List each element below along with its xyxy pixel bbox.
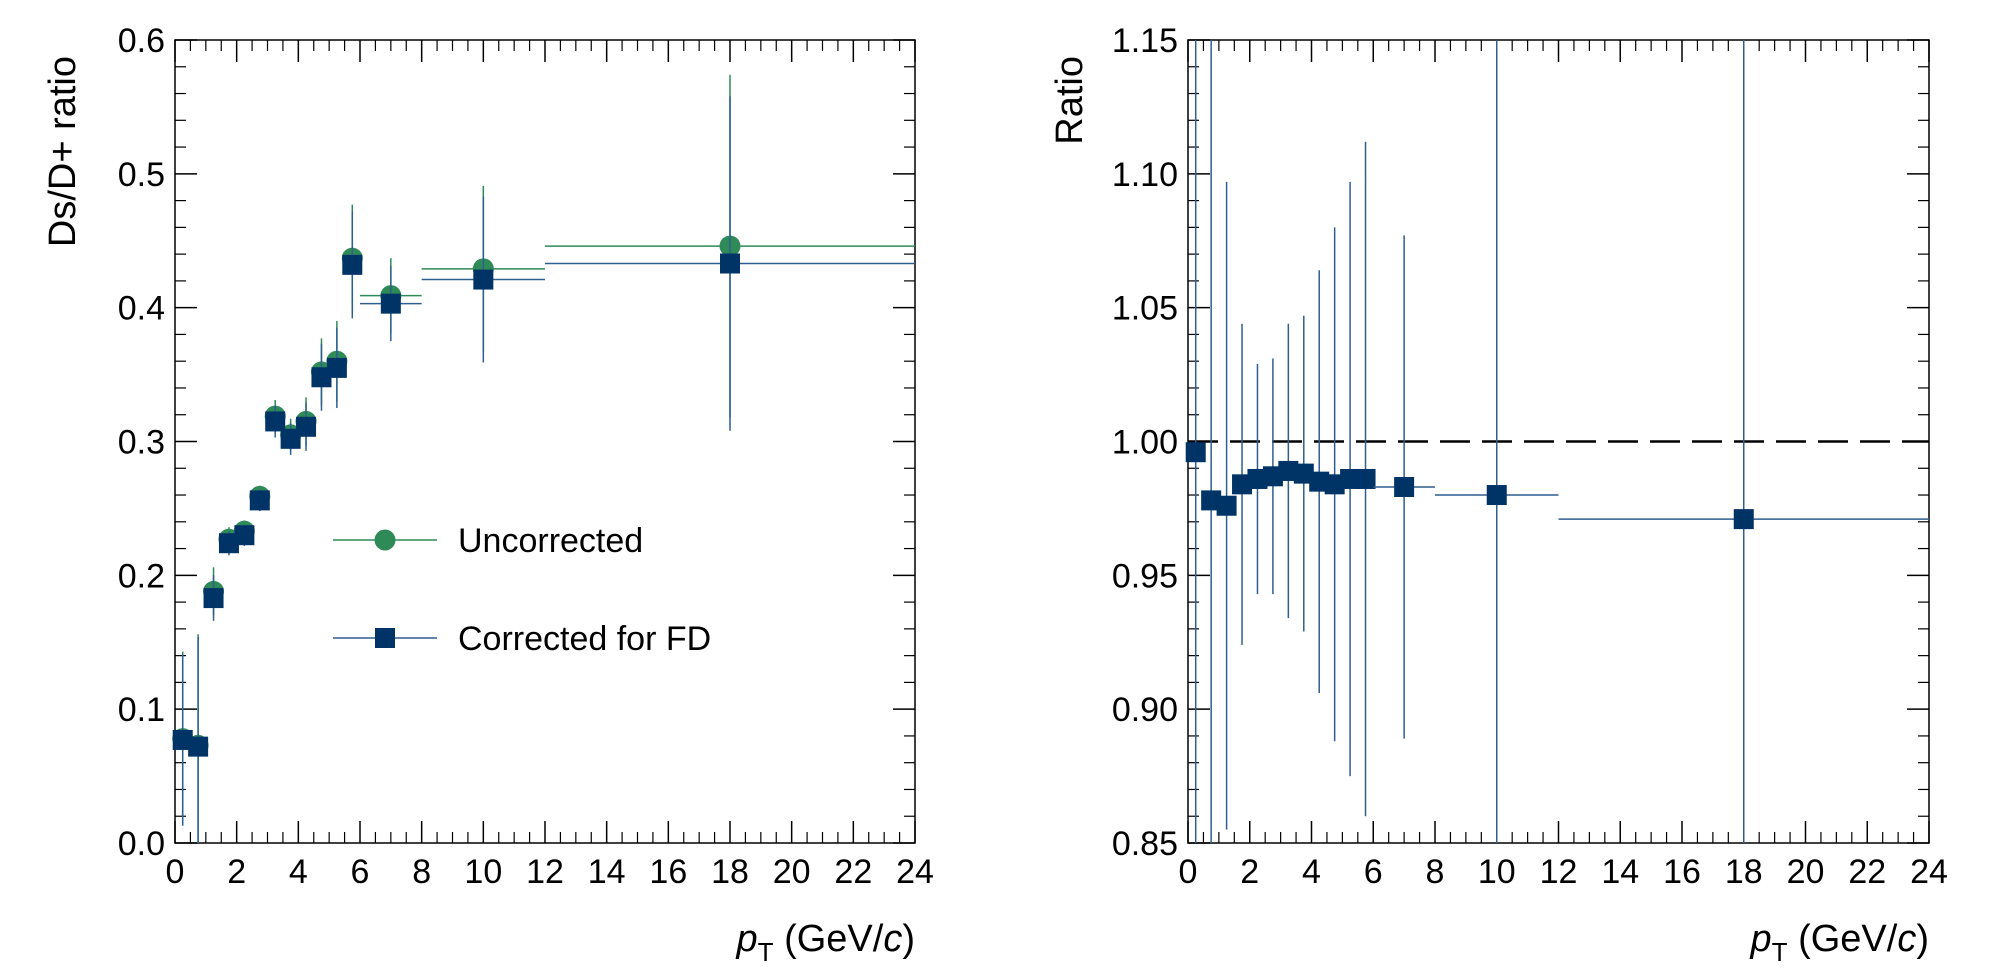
x-tick-label: 0	[1179, 853, 1198, 891]
corrected-for-fd-point	[326, 357, 347, 378]
corrected-for-fd-point	[188, 736, 209, 757]
y-tick-label: 0.4	[118, 290, 165, 328]
x-tick-label: 2	[1240, 853, 1259, 891]
left-x-axis-title: pT (GeV/c)	[736, 918, 916, 967]
left-panel: 0 2 4 6 8 10 12 14 16 18 20 22 240.00.10.20.30.40.50…	[42, 22, 934, 967]
ratio-point	[1278, 460, 1299, 481]
y-tick-label: 0.85	[1112, 825, 1178, 863]
x-tick-label: 8	[412, 853, 431, 891]
x-tick-label: 2	[227, 853, 246, 891]
ratio-point	[1309, 471, 1330, 492]
legend-corrected-label: Corrected for FD	[458, 620, 711, 658]
y-tick-label: 1.05	[1112, 290, 1178, 328]
ratio-point	[1185, 442, 1206, 463]
x-tick-label: 0	[166, 853, 185, 891]
x-tick-label: 22	[834, 853, 872, 891]
left-x-axis-unit-var: c	[883, 918, 902, 960]
corrected-for-fd-point	[473, 269, 494, 290]
right-x-axis-unit-close: )	[1916, 918, 1929, 960]
y-tick-label: 1.15	[1112, 22, 1178, 60]
right-x-axis-unit-var: c	[1897, 918, 1916, 960]
x-tick-label: 18	[711, 853, 749, 891]
x-tick-label: 10	[464, 853, 502, 891]
y-tick-label: 0.6	[118, 22, 165, 60]
right-x-axis-sub: T	[1772, 937, 1788, 967]
corrected-for-fd-point	[296, 416, 317, 437]
x-tick-label: 24	[1910, 853, 1948, 891]
legend-uncorrected-label: Uncorrected	[458, 522, 643, 560]
x-tick-label: 10	[1478, 853, 1516, 891]
ratio-point	[1394, 477, 1415, 498]
y-tick-label: 0.0	[118, 825, 165, 863]
x-tick-label: 14	[588, 853, 626, 891]
y-tick-label: 0.95	[1112, 557, 1178, 595]
x-tick-label: 4	[1302, 853, 1321, 891]
y-tick-label: 0.2	[118, 557, 165, 595]
right-x-axis-var: p	[1750, 918, 1772, 960]
ratio-point	[1262, 466, 1283, 487]
y-tick-label: 0.90	[1112, 691, 1178, 729]
y-tick-label: 0.3	[118, 424, 165, 462]
corrected-for-fd-point	[172, 729, 193, 750]
right-x-axis-unit-open: (GeV/	[1788, 918, 1898, 960]
ratio-point	[1733, 509, 1754, 530]
x-tick-label: 12	[526, 853, 564, 891]
y-tick-label: 1.00	[1112, 424, 1178, 462]
ratio-point	[1201, 490, 1222, 511]
right-axis-ticks: 0 2 4 6 8 10 12 14 16 18 20 22 240.850.900.951.001.0…	[1112, 22, 1948, 891]
ratio-point	[1247, 468, 1268, 489]
left-x-axis-var: p	[736, 918, 758, 960]
x-tick-label: 22	[1848, 853, 1886, 891]
corrected-for-fd-point	[342, 254, 363, 275]
y-tick-label: 0.5	[118, 156, 165, 194]
left-x-axis-unit-open: (GeV/	[774, 918, 884, 960]
corrected-for-fd-point	[218, 533, 239, 554]
corrected-for-fd-point	[249, 490, 270, 511]
x-tick-label: 24	[896, 853, 934, 891]
right-data-marks	[1185, 40, 1929, 843]
legend-corrected-marker	[375, 628, 395, 648]
y-tick-label: 1.10	[1112, 156, 1178, 194]
left-x-axis-unit-close: )	[902, 918, 915, 960]
corrected-for-fd-point	[311, 367, 332, 388]
x-tick-label: 20	[1787, 853, 1825, 891]
ratio-point	[1324, 474, 1345, 495]
corrected-for-fd-point	[234, 525, 255, 546]
x-tick-label: 14	[1601, 853, 1639, 891]
right-x-axis-title: pT (GeV/c)	[1750, 918, 1930, 967]
x-tick-label: 12	[1540, 853, 1578, 891]
ratio-point	[1216, 495, 1237, 516]
ratio-point	[1232, 474, 1253, 495]
legend-uncorrected-marker	[374, 529, 396, 551]
left-data-marks	[172, 74, 915, 843]
corrected-for-fd-point	[265, 411, 286, 432]
left-y-axis-title: Ds/D+ ratio	[42, 56, 84, 247]
x-tick-label: 4	[289, 853, 308, 891]
x-tick-label: 20	[773, 853, 811, 891]
ratio-point	[1486, 485, 1507, 506]
x-tick-label: 8	[1426, 853, 1445, 891]
corrected-for-fd-point	[720, 253, 740, 274]
ratio-point	[1293, 463, 1314, 484]
right-y-axis-title: Ratio	[1049, 56, 1091, 145]
x-tick-label: 18	[1725, 853, 1763, 891]
right-panel: 0 2 4 6 8 10 12 14 16 18 20 22 240.850.900.951.001.0…	[1049, 22, 1948, 967]
corrected-for-fd-point	[203, 588, 224, 609]
left-x-axis-sub: T	[758, 937, 774, 967]
corrected-for-fd-point	[380, 293, 401, 314]
left-axis-ticks: 0 2 4 6 8 10 12 14 16 18 20 22 240.00.10.20.30.40.50…	[118, 22, 934, 891]
x-tick-label: 16	[1663, 853, 1701, 891]
x-tick-label: 16	[649, 853, 687, 891]
corrected-for-fd-point	[280, 428, 301, 449]
ratio-point	[1340, 468, 1361, 489]
y-tick-label: 0.1	[118, 691, 165, 729]
x-tick-label: 6	[1364, 853, 1383, 891]
x-tick-label: 6	[351, 853, 370, 891]
ratio-point	[1355, 468, 1376, 489]
legend: Uncorrected Corrected for FD	[333, 522, 711, 658]
